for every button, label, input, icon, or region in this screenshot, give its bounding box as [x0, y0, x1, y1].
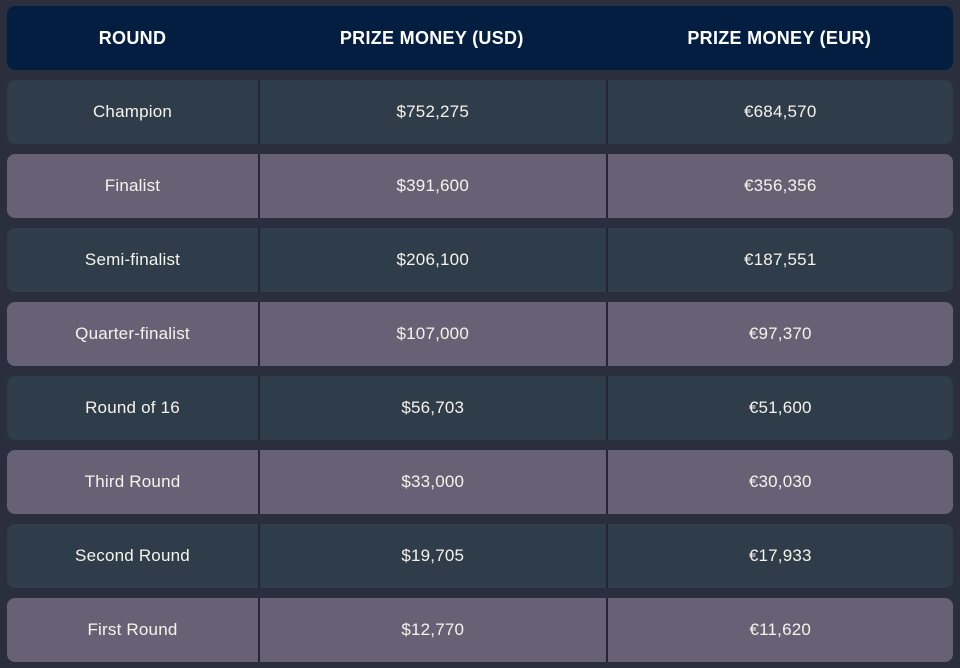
round-label: Quarter-finalist — [75, 324, 190, 343]
prize-usd-value: $391,600 — [258, 154, 606, 218]
prize-eur-value: €187,551 — [605, 228, 954, 292]
table-row-champion: Champion $752,275 €684,570 — [7, 80, 953, 144]
prize-usd-value: $33,000 — [258, 450, 606, 514]
round-label: Finalist — [104, 176, 161, 195]
table-row-second-round: Second Round $19,705 €17,933 — [7, 524, 953, 588]
table-row-finalist: Finalist $391,600 €356,356 — [7, 154, 953, 218]
table-row-third-round: Third Round $33,000 €30,030 — [7, 450, 953, 514]
prize-usd-value: $206,100 — [258, 228, 606, 292]
prize-eur-value: €356,356 — [605, 154, 954, 218]
round-label: Semi-finalist — [84, 250, 181, 269]
column-header-prize-usd: PRIZE MONEY (USD) — [339, 27, 524, 48]
column-header-round: ROUND — [98, 27, 167, 48]
column-header-prize-eur: PRIZE MONEY (EUR) — [687, 27, 872, 48]
prize-usd-value: $19,705 — [258, 524, 606, 588]
table-row-first-round: First Round $12,770 €11,620 — [7, 598, 953, 662]
table-row-round-of-16: Round of 16 $56,703 €51,600 — [7, 376, 953, 440]
prize-usd-value: $56,703 — [258, 376, 606, 440]
prize-usd-value: $107,000 — [258, 302, 606, 366]
table-row-quarter-finalist: Quarter-finalist $107,000 €97,370 — [7, 302, 953, 366]
round-label: Round of 16 — [85, 398, 180, 417]
prize-eur-value: €11,620 — [605, 598, 954, 662]
prize-eur-value: €30,030 — [605, 450, 954, 514]
table-row-semi-finalist: Semi-finalist $206,100 €187,551 — [7, 228, 953, 292]
round-label: First Round — [87, 620, 178, 639]
prize-eur-value: €17,933 — [605, 524, 954, 588]
prize-usd-value: $752,275 — [258, 80, 606, 144]
round-label: Second Round — [75, 546, 190, 565]
prize-eur-value: €684,570 — [605, 80, 954, 144]
prize-eur-value: €51,600 — [605, 376, 954, 440]
table-header: ROUND PRIZE MONEY (USD) PRIZE MONEY (EUR… — [7, 6, 953, 70]
round-label: Third Round — [84, 472, 181, 491]
round-label: Champion — [92, 102, 173, 121]
prize-usd-value: $12,770 — [258, 598, 606, 662]
prize-eur-value: €97,370 — [605, 302, 954, 366]
